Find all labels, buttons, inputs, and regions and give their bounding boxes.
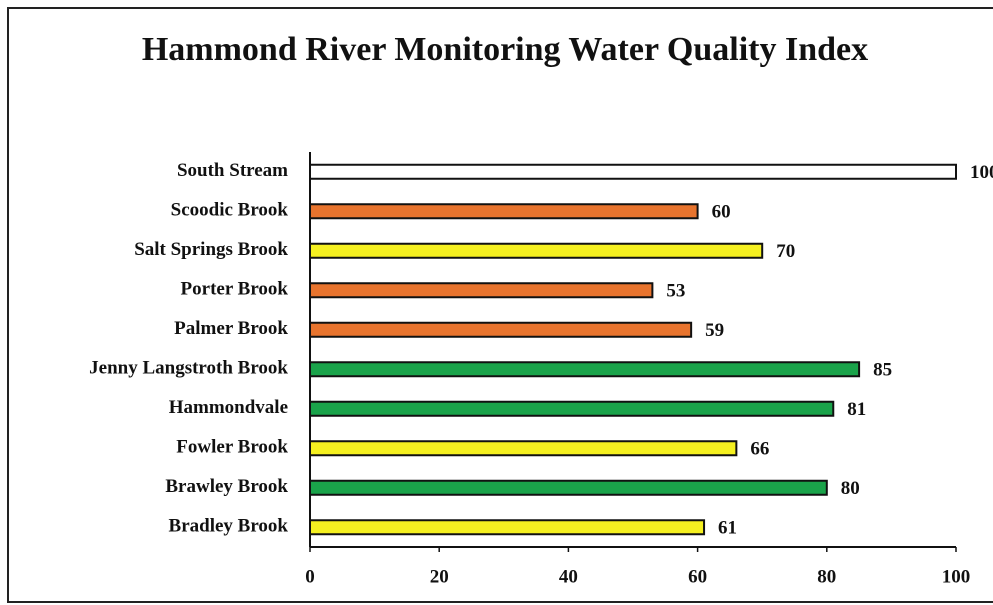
x-tick-label: 80 <box>817 566 836 587</box>
bar <box>309 163 957 180</box>
bar <box>309 203 699 220</box>
bar <box>309 361 861 378</box>
y-tick-label: Hammondvale <box>169 397 288 418</box>
y-tick-label: Porter Brook <box>181 279 289 300</box>
y-tick-label: Salt Springs Brook <box>134 239 288 260</box>
value-label: 70 <box>776 241 795 262</box>
value-label: 100 <box>970 162 993 183</box>
value-label: 81 <box>847 399 866 420</box>
y-tick-label: Fowler Brook <box>176 437 288 458</box>
bar <box>309 519 706 536</box>
x-tick-label: 60 <box>688 566 707 587</box>
chart-title: Hammond River Monitoring Water Quality I… <box>141 31 869 68</box>
value-label: 80 <box>841 478 860 499</box>
bar <box>309 242 764 259</box>
value-label: 53 <box>666 281 685 302</box>
y-tick-label: Jenny Langstroth Brook <box>89 358 288 379</box>
y-tick-label: Scoodic Brook <box>171 200 289 221</box>
value-label: 61 <box>718 518 737 539</box>
y-tick-label: Palmer Brook <box>174 318 288 339</box>
y-tick-label: Bradley Brook <box>169 516 289 537</box>
bar <box>309 440 738 457</box>
value-label: 66 <box>750 439 769 460</box>
y-tick-label: South Stream <box>177 160 288 181</box>
bar <box>309 479 828 496</box>
y-tick-label: Brawley Brook <box>165 476 288 497</box>
bar <box>309 321 693 338</box>
value-label: 59 <box>705 320 724 341</box>
frame <box>7 7 993 603</box>
x-tick-label: 0 <box>305 566 315 587</box>
x-tick-label: 100 <box>942 566 971 587</box>
x-tick-label: 40 <box>559 566 578 587</box>
bar <box>309 400 835 417</box>
value-label: 85 <box>873 360 892 381</box>
value-label: 60 <box>712 202 731 223</box>
bar <box>309 282 654 299</box>
x-tick-label: 20 <box>430 566 449 587</box>
